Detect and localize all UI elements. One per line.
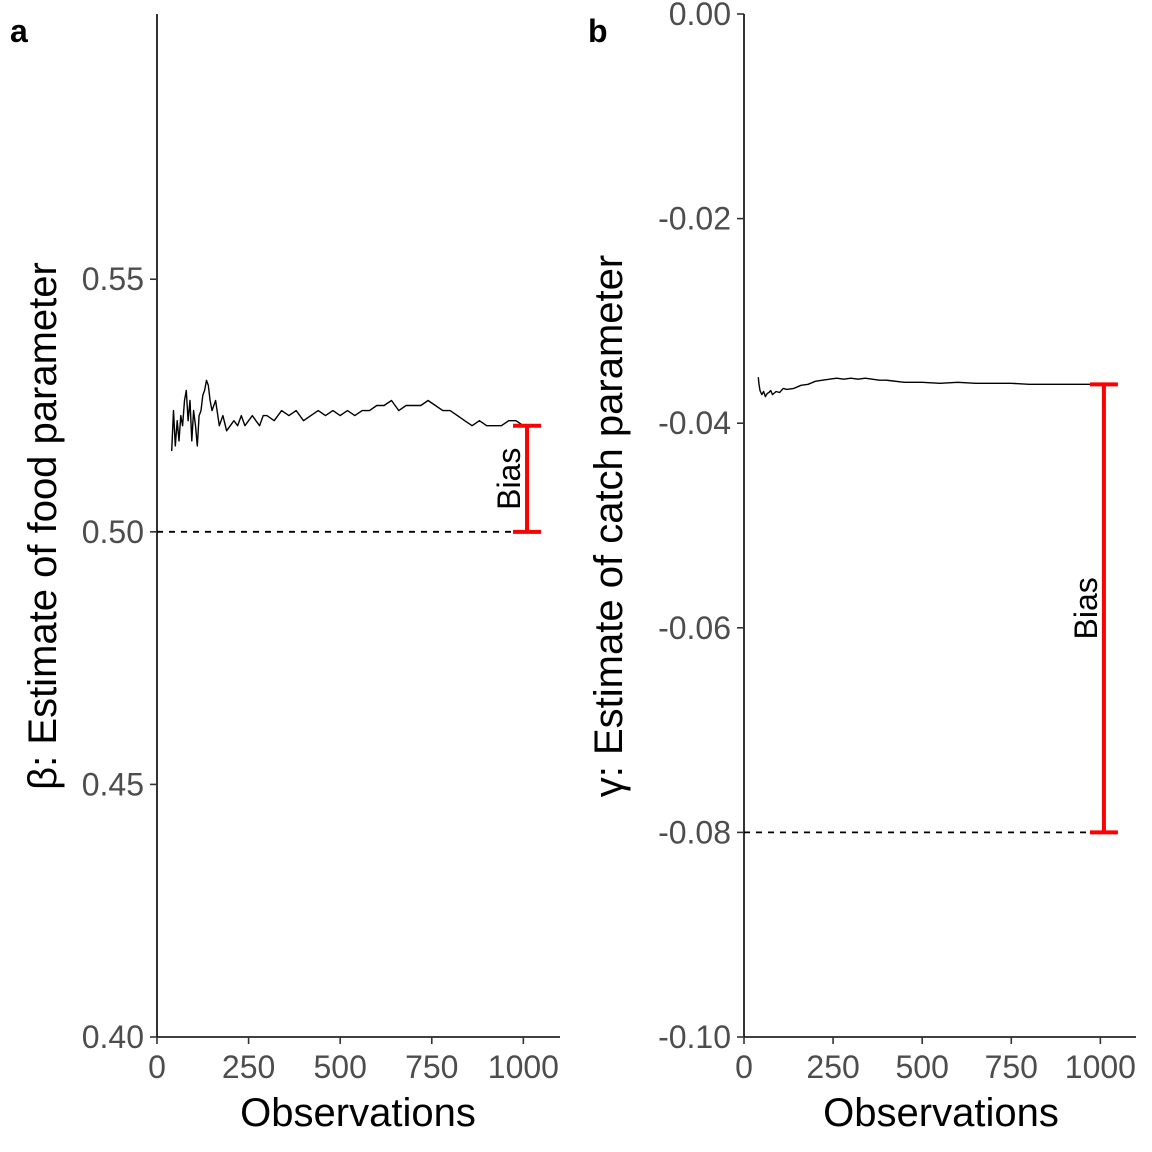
panel-a-y-tick-label: 0.55 [82,261,144,297]
panel-a-y-tick-label: 0.45 [82,766,144,802]
panel-a-y-tick-label: 0.40 [82,1019,144,1055]
panel-b-x-tick-label: 250 [806,1049,859,1085]
panel-a-estimate-line [171,379,524,452]
panel-b-x-axis-title: Observations [823,1091,1059,1135]
panel-a-x-axis-title: Observations [240,1091,476,1135]
panel-a: a 0.40 0.45 0.50 0.55 0 250 500 750 1000 Bias Obs… [10,13,560,1135]
panel-a-x-tick-label: 250 [222,1049,275,1085]
panel-b-y-tick-label: -0.10 [658,1019,731,1055]
panel-a-x-tick-label: 500 [313,1049,366,1085]
panel-b-y-tick-label: -0.08 [658,814,731,850]
panel-b-bias-label: Bias [1068,577,1104,639]
panel-a-y-tick-label: 0.50 [82,514,144,550]
panel-b-tag: b [588,13,608,49]
panel-b-plot-area: -0.10 -0.08 -0.06 -0.04 -0.02 0.00 0 250 500 750 1… [658,0,1136,1085]
panel-a-x-tick-label: 1000 [488,1049,559,1085]
panel-b: b -0.10 -0.08 -0.06 -0.04 -0.02 0.00 0 250 500 75… [587,0,1136,1135]
panel-a-tag: a [10,13,28,49]
panel-b-x-tick-label: 750 [985,1049,1038,1085]
panel-b-x-tick-label: 500 [895,1049,948,1085]
panel-b-x-tick-label: 1000 [1065,1049,1136,1085]
panel-b-y-tick-label: -0.04 [658,405,731,441]
panel-b-estimate-line [757,377,1101,398]
panel-b-x-tick-label: 0 [735,1049,753,1085]
panel-a-y-axis-title: β: Estimate of food parameter [21,262,65,790]
panel-a-x-tick-label: 0 [148,1049,166,1085]
panel-b-y-tick-label: -0.02 [658,201,731,237]
panel-b-y-tick-label: -0.06 [658,610,731,646]
panel-a-bias-label: Bias [491,448,527,510]
panel-b-y-tick-label: 0.00 [669,0,731,32]
panel-a-plot-area: 0.40 0.45 0.50 0.55 0 250 500 750 1000 Bias [82,14,560,1085]
panel-b-y-axis-title: γ: Estimate of catch parameter [587,255,631,797]
panel-a-x-tick-label: 750 [405,1049,458,1085]
